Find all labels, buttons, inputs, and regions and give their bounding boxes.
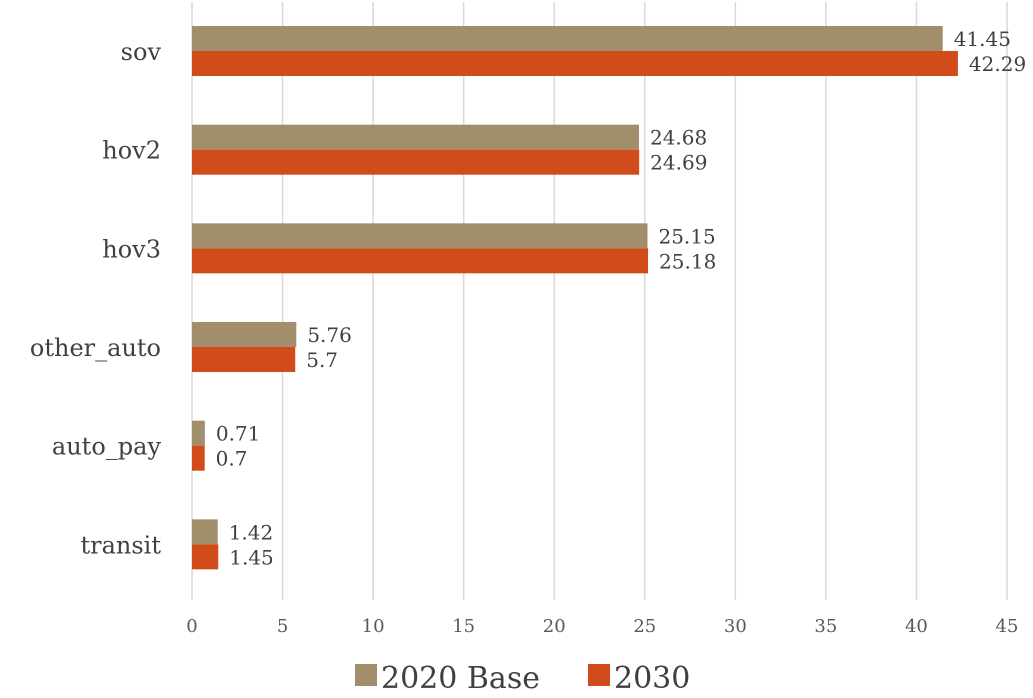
x-tick-label: 45	[996, 616, 1019, 637]
category-label: auto_pay	[52, 433, 162, 461]
data-label: 0.7	[216, 447, 248, 471]
bar	[192, 544, 219, 570]
data-label: 25.18	[659, 249, 716, 273]
data-label: 1.42	[229, 520, 274, 544]
x-tick-label: 10	[362, 616, 385, 637]
bar	[192, 322, 297, 348]
value-axis: 0 5 10 15 20 25 30 35 40 45	[186, 616, 1018, 637]
bar	[192, 124, 639, 150]
x-tick-label: 0	[186, 616, 197, 637]
data-label: 0.71	[216, 422, 261, 446]
x-tick-label: 35	[814, 616, 837, 637]
data-label: 1.45	[229, 545, 274, 569]
x-tick-label: 30	[724, 616, 747, 637]
category-label: sov	[121, 38, 162, 66]
data-label: 41.45	[954, 27, 1011, 51]
bar	[192, 420, 205, 446]
bars	[192, 26, 958, 570]
bar	[192, 26, 943, 51]
data-label: 24.69	[650, 151, 707, 175]
x-tick-label: 40	[905, 616, 928, 637]
category-label: other_auto	[30, 334, 161, 362]
bar	[192, 51, 958, 76]
category-label: hov2	[102, 137, 161, 165]
x-tick-label: 15	[452, 616, 475, 637]
bar	[192, 519, 218, 545]
x-tick-label: 20	[543, 616, 566, 637]
data-label: 42.29	[969, 52, 1026, 76]
legend: 2020 Base 2030	[355, 661, 690, 696]
data-label: 5.7	[306, 348, 338, 372]
data-label: 24.68	[650, 126, 707, 150]
category-label: hov3	[102, 235, 161, 263]
x-tick-label: 25	[633, 616, 656, 637]
data-label: 5.76	[307, 323, 352, 347]
legend-swatch	[588, 664, 610, 686]
x-tick-label: 5	[277, 616, 288, 637]
category-label: transit	[80, 531, 161, 559]
legend-swatch	[355, 664, 377, 686]
bar	[192, 149, 640, 175]
bar	[192, 223, 648, 249]
bar	[192, 445, 205, 471]
bar	[192, 248, 649, 274]
data-label: 25.15	[658, 224, 715, 248]
legend-label: 2030	[614, 661, 690, 696]
bar	[192, 347, 296, 373]
gridlines	[191, 2, 1008, 600]
legend-label: 2020 Base	[381, 661, 540, 696]
